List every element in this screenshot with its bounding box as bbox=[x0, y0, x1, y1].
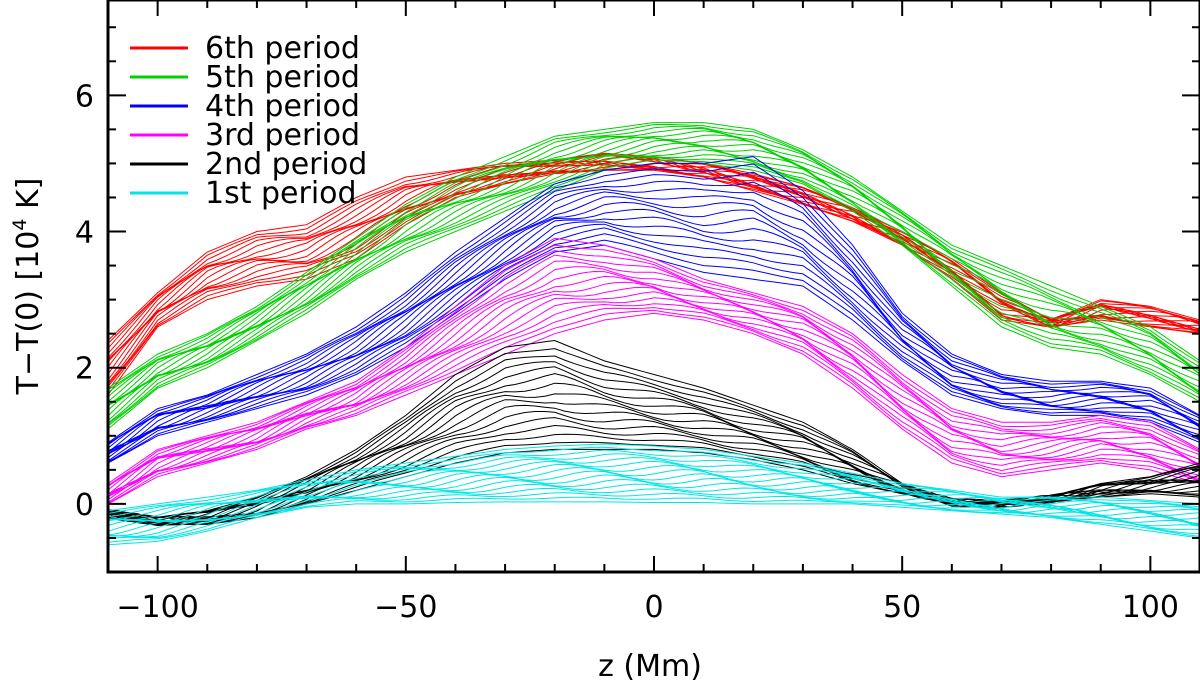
y-axis-label-exponent: 4 bbox=[9, 219, 31, 231]
series-6-line bbox=[107, 463, 1200, 523]
series-2-line bbox=[107, 127, 1200, 398]
x-tick-label: 50 bbox=[883, 590, 921, 625]
legend-label: 1st period bbox=[205, 176, 357, 211]
x-tick-label: 0 bbox=[644, 590, 663, 625]
y-tick-label: 0 bbox=[75, 488, 94, 523]
series-6-line bbox=[107, 487, 1200, 538]
series-3-line bbox=[107, 233, 1200, 463]
series-5-line bbox=[107, 373, 1200, 523]
series-3-line bbox=[107, 239, 1200, 463]
y-axis-label-main: T−T(0) [10 bbox=[11, 231, 46, 396]
y-tick-label: 4 bbox=[75, 216, 94, 251]
x-tick-label: −100 bbox=[116, 590, 198, 625]
series-4-line bbox=[107, 309, 1200, 504]
series-4-line bbox=[107, 286, 1200, 495]
series-1-line bbox=[107, 169, 1200, 396]
series-6-line bbox=[107, 457, 1200, 521]
series-2-line bbox=[107, 159, 1200, 427]
series-3-line bbox=[107, 156, 1200, 444]
series-4-line bbox=[107, 260, 1200, 487]
series-2-line bbox=[107, 122, 1200, 389]
series-4-line bbox=[107, 249, 1200, 487]
legend-label: 6th period bbox=[205, 31, 360, 66]
series-6-line bbox=[107, 453, 1200, 520]
series-3-line bbox=[107, 171, 1200, 445]
series-4-line bbox=[107, 303, 1200, 501]
series-4-line bbox=[107, 266, 1200, 491]
series-1-line bbox=[107, 164, 1200, 385]
series-2-line bbox=[107, 156, 1200, 425]
series-1-line bbox=[107, 157, 1200, 361]
axis-ticks: −100 −50 0 50 100 0 2 4 6 bbox=[75, 0, 1200, 625]
series-3-line bbox=[107, 180, 1200, 446]
series-1-line bbox=[107, 153, 1200, 354]
series-4-line bbox=[107, 312, 1200, 505]
series-2-line bbox=[107, 142, 1200, 411]
series-6-line bbox=[107, 501, 1200, 546]
series-2-line bbox=[107, 123, 1200, 391]
series-6-line bbox=[107, 470, 1200, 532]
series-5-line bbox=[107, 382, 1200, 523]
series-4-line bbox=[107, 297, 1200, 497]
y-tick-label: 2 bbox=[75, 352, 94, 387]
series-6-group bbox=[107, 443, 1200, 546]
series-6-line bbox=[107, 446, 1200, 514]
series-4-group bbox=[107, 237, 1200, 505]
series-3-line bbox=[107, 187, 1200, 449]
y-axis-label-tail: K] bbox=[11, 178, 46, 219]
curves-layer bbox=[107, 122, 1200, 546]
series-3-line bbox=[107, 201, 1200, 455]
series-6-line bbox=[107, 496, 1200, 543]
series-4-line bbox=[107, 237, 1200, 484]
series-4-line bbox=[107, 254, 1200, 486]
legend-label: 2nd period bbox=[205, 147, 367, 182]
x-tick-label: 100 bbox=[1122, 590, 1179, 625]
x-tick-label: −50 bbox=[374, 590, 437, 625]
x-axis-label: z (Mm) bbox=[598, 649, 702, 684]
legend-label: 4th period bbox=[205, 89, 360, 124]
legend-label: 5th period bbox=[205, 60, 360, 95]
y-tick-label: 6 bbox=[75, 79, 94, 114]
legend-label: 3rd period bbox=[205, 118, 360, 153]
series-2-line bbox=[107, 154, 1200, 424]
series-6-line bbox=[107, 449, 1200, 518]
series-4-line bbox=[107, 307, 1200, 503]
series-2-line bbox=[107, 125, 1200, 393]
series-3-group bbox=[107, 156, 1200, 464]
series-4-line bbox=[107, 244, 1200, 486]
series-3-line bbox=[107, 223, 1200, 459]
series-2-line bbox=[107, 139, 1200, 407]
series-3-line bbox=[107, 216, 1200, 452]
series-6-line bbox=[107, 443, 1200, 512]
series-3-line bbox=[107, 163, 1200, 445]
y-axis-label: T−T(0) [104 K] bbox=[9, 178, 46, 396]
series-2-line bbox=[107, 145, 1200, 417]
series-4-line bbox=[107, 270, 1200, 495]
